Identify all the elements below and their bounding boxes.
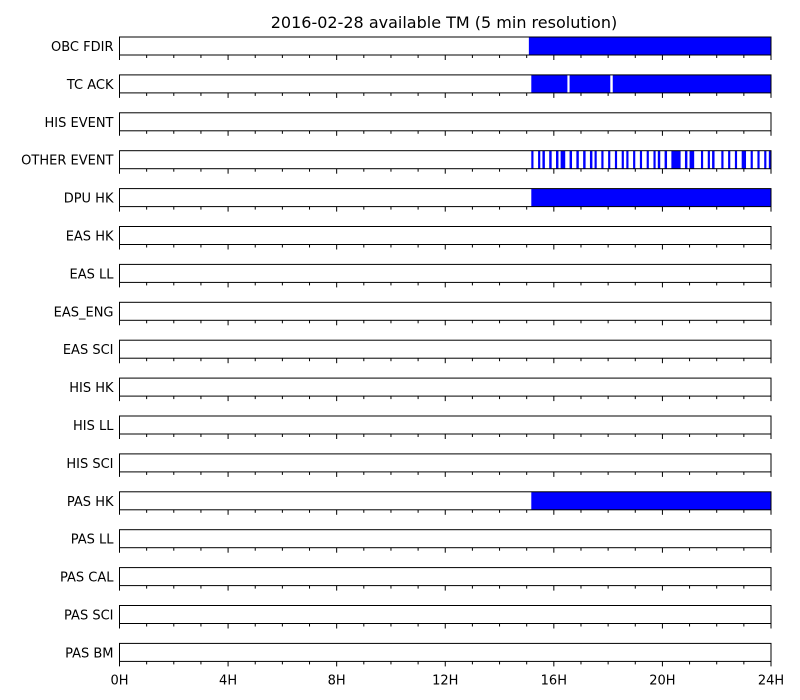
availability-interval [531,150,534,169]
row-label: EAS SCI [63,343,114,358]
chart-rows: OBC FDIR TC ACK HIS EVENT OTHER EVENT DPU HK… [21,36,772,667]
chart-title: 2016-02-28 available TM (5 min resolutio… [271,13,617,32]
row-frame [119,112,772,132]
availability-interval [757,150,760,169]
timeline-row: HIS SCI [66,453,772,477]
availability-interval [531,491,771,510]
availability-interval [528,37,771,55]
x-tick-label: 24H [758,673,784,688]
availability-interval [538,150,541,169]
availability-interval [601,150,604,169]
timeline-row: PAS BM [65,642,772,667]
row-frame [119,339,772,359]
row-label: OTHER EVENT [21,154,113,169]
availability-interval [764,150,767,169]
timeline-row: PAS LL [71,529,772,553]
availability-interval [734,150,738,169]
row-label: EAS_ENG [54,305,114,320]
x-tick-label: 20H [649,673,675,688]
availability-interval [721,150,724,169]
availability-interval [612,74,771,93]
availability-interval [639,150,643,169]
row-frame [119,415,772,435]
x-tick-label: 12H [432,673,458,688]
row-frame [119,226,772,245]
row-frame [119,377,772,397]
availability-interval [633,150,636,169]
availability-interval [583,150,586,169]
row-frame [119,529,772,549]
row-frame [119,605,772,624]
availability-interval [542,150,545,169]
row-frame [119,567,772,587]
timeline-row: HIS EVENT [45,112,772,136]
row-label: PAS LL [71,533,115,548]
x-tick-label: 8H [328,673,346,688]
x-tick-label: 0H [110,673,128,688]
availability-interval [689,150,695,169]
timeline-row: EAS LL [70,263,772,288]
availability-interval [741,150,747,169]
availability-interval [768,150,771,169]
row-frame [119,301,772,321]
availability-interval [728,150,731,169]
availability-interval [569,74,611,93]
row-label: HIS HK [69,381,114,396]
row-label: HIS LL [73,419,114,434]
timeline-row: HIS LL [73,415,772,439]
availability-interval [608,150,611,169]
timeline-row: HIS HK [69,377,772,402]
timeline-row: EAS SCI [63,339,772,364]
availability-interval [700,150,704,169]
timeline-row: OTHER EVENT [21,150,772,174]
row-label: DPU HK [64,192,114,207]
row-label: TC ACK [66,78,114,93]
availability-interval [750,150,753,169]
row-label: EAS HK [66,230,114,245]
availability-interval [671,150,681,169]
availability-interval [576,150,579,169]
availability-interval [549,150,552,169]
availability-interval [626,150,629,169]
x-tick-label: 4H [219,673,237,688]
timeline-row: EAS_ENG [54,301,772,326]
row-label: HIS EVENT [45,116,114,131]
timeline-row: OBC FDIR [51,36,772,60]
row-frame [119,453,772,473]
availability-interval [707,150,710,169]
availability-interval [560,150,566,169]
availability-interval [664,150,668,169]
availability-interval [712,150,715,169]
row-frame [119,263,772,283]
availability-interval [684,150,688,169]
availability-interval [657,150,661,169]
row-label: PAS SCI [64,609,113,624]
availability-interval [614,150,618,169]
timeline-row: DPU HK [64,188,772,212]
row-label: EAS LL [70,267,115,282]
row-label: OBC FDIR [51,40,114,55]
row-label: PAS CAL [60,571,114,586]
timeline-row: PAS HK [67,491,772,515]
availability-interval [653,150,656,169]
row-frame [119,642,772,662]
availability-interval [646,150,649,169]
x-axis: 0H 4H 8H 12H 16H 20H 24H [110,673,784,688]
row-label: HIS SCI [66,457,113,472]
availability-interval [594,150,597,169]
availability-interval [556,150,559,169]
timeline-row: TC ACK [66,74,772,98]
timeline-row: PAS CAL [60,567,772,591]
availability-interval [589,150,593,169]
timeline-row: PAS SCI [64,605,772,629]
availability-interval [531,188,771,207]
x-tick-label: 16H [541,673,567,688]
availability-interval [621,150,624,169]
availability-interval [531,74,568,93]
row-label: PAS BM [65,646,113,661]
availability-interval [569,150,573,169]
timeline-row: EAS HK [66,226,772,250]
row-label: PAS HK [67,495,114,510]
